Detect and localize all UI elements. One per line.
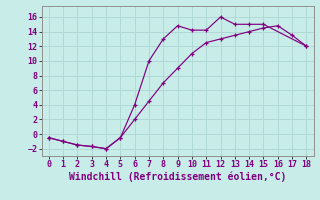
X-axis label: Windchill (Refroidissement éolien,°C): Windchill (Refroidissement éolien,°C) [69,172,286,182]
